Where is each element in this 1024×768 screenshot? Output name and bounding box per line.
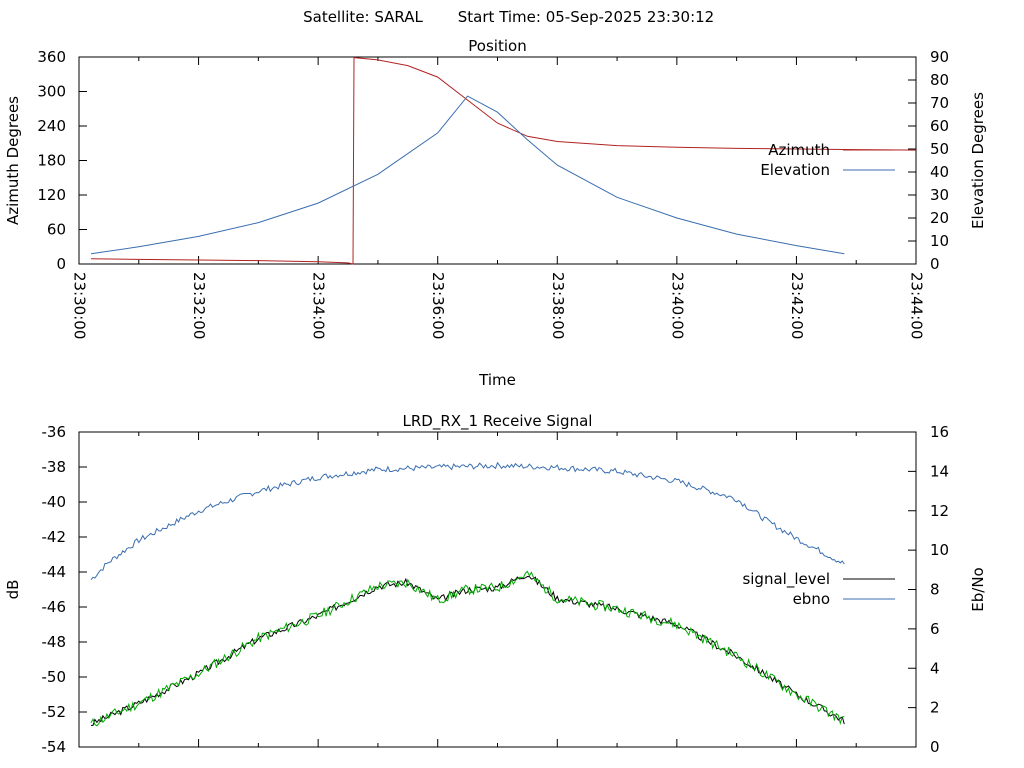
position-panel: Position 23:30:00 23:32:00 23:34:00 23:36:00… xyxy=(4,37,987,389)
series-line-elevation xyxy=(90,95,845,255)
x-axis-label: Time xyxy=(478,371,516,389)
y-tick-label: -52 xyxy=(42,703,67,721)
chart-title: LRD_RX_1 Receive Signal xyxy=(403,412,593,431)
y-tick-label: 0 xyxy=(56,255,66,273)
y-tick-label: -44 xyxy=(42,563,67,581)
satellite-label: Satellite: SARAL xyxy=(303,8,423,26)
y2-tick-label: 60 xyxy=(930,117,949,135)
y-tick-label: -42 xyxy=(42,528,67,546)
x-tick-label: 23:38:00 xyxy=(549,272,567,339)
y2-tick-label: 30 xyxy=(930,186,949,204)
legend-label: Elevation xyxy=(760,161,830,179)
y-axis-label: dB xyxy=(4,580,22,600)
series-line-azimuth xyxy=(90,57,917,265)
legend-label: signal_level xyxy=(742,570,830,589)
y-tick-label: 360 xyxy=(37,48,66,66)
y-tick-label: -48 xyxy=(42,633,67,651)
receive-signal-panel: LRD_RX_1 Receive Signal -54 -52 -50 -48 -46 -4… xyxy=(4,412,987,756)
y2-tick-label: 10 xyxy=(930,541,949,559)
x-tick-label: 23:30:00 xyxy=(71,272,89,339)
series-line-signal-level xyxy=(91,575,845,726)
y-tick-label: 180 xyxy=(37,152,66,170)
legend-label: Azimuth xyxy=(768,141,830,159)
y-tick-label: -50 xyxy=(42,668,67,686)
y2-tick-label: 0 xyxy=(930,738,940,756)
y-tick-label: 300 xyxy=(37,83,66,101)
y2-tick-label: 6 xyxy=(930,620,940,638)
y-tick-label: -46 xyxy=(42,598,67,616)
y2-tick-label: 50 xyxy=(930,140,949,158)
y2-tick-label: 12 xyxy=(930,502,949,520)
y2-tick-label: 0 xyxy=(930,255,940,273)
y2-tick-label: 20 xyxy=(930,209,949,227)
y2-tick-label: 8 xyxy=(930,581,940,599)
y2-tick-label: 70 xyxy=(930,94,949,112)
y-tick-label: -38 xyxy=(42,458,67,476)
y-tick-label: -36 xyxy=(42,423,67,441)
x-tick-label: 23:36:00 xyxy=(429,272,447,339)
y2-tick-label: 10 xyxy=(930,232,949,250)
x-tick-label: 23:34:00 xyxy=(310,272,328,339)
green-trace-line xyxy=(90,570,845,727)
x-tick-label: 23:44:00 xyxy=(908,272,926,339)
y-axis-label: Azimuth Degrees xyxy=(4,96,22,225)
y-tick-label: 240 xyxy=(37,117,66,135)
series-line-ebno xyxy=(90,461,845,581)
x-tick-label: 23:42:00 xyxy=(788,272,806,339)
x-tick-label: 23:32:00 xyxy=(190,272,208,339)
y2-tick-label: 4 xyxy=(930,659,940,677)
y2-axis-label: Elevation Degrees xyxy=(969,92,987,229)
y2-tick-label: 14 xyxy=(930,462,949,480)
y-tick-label: -54 xyxy=(42,738,67,756)
y2-tick-label: 40 xyxy=(930,163,949,181)
y2-axis-label: Eb/No xyxy=(969,567,987,611)
y2-tick-label: 80 xyxy=(930,71,949,89)
start-time-label: Start Time: 05-Sep-2025 23:30:12 xyxy=(458,8,714,26)
legend-label: ebno xyxy=(793,590,830,608)
y2-tick-label: 90 xyxy=(930,48,949,66)
y2-tick-label: 2 xyxy=(930,699,940,717)
chart-title: Position xyxy=(468,37,526,55)
y-tick-label: 60 xyxy=(47,221,66,239)
x-tick-label: 23:40:00 xyxy=(668,272,686,339)
y-tick-label: 120 xyxy=(37,186,66,204)
y2-tick-label: 16 xyxy=(930,423,949,441)
y-tick-label: -40 xyxy=(42,493,67,511)
